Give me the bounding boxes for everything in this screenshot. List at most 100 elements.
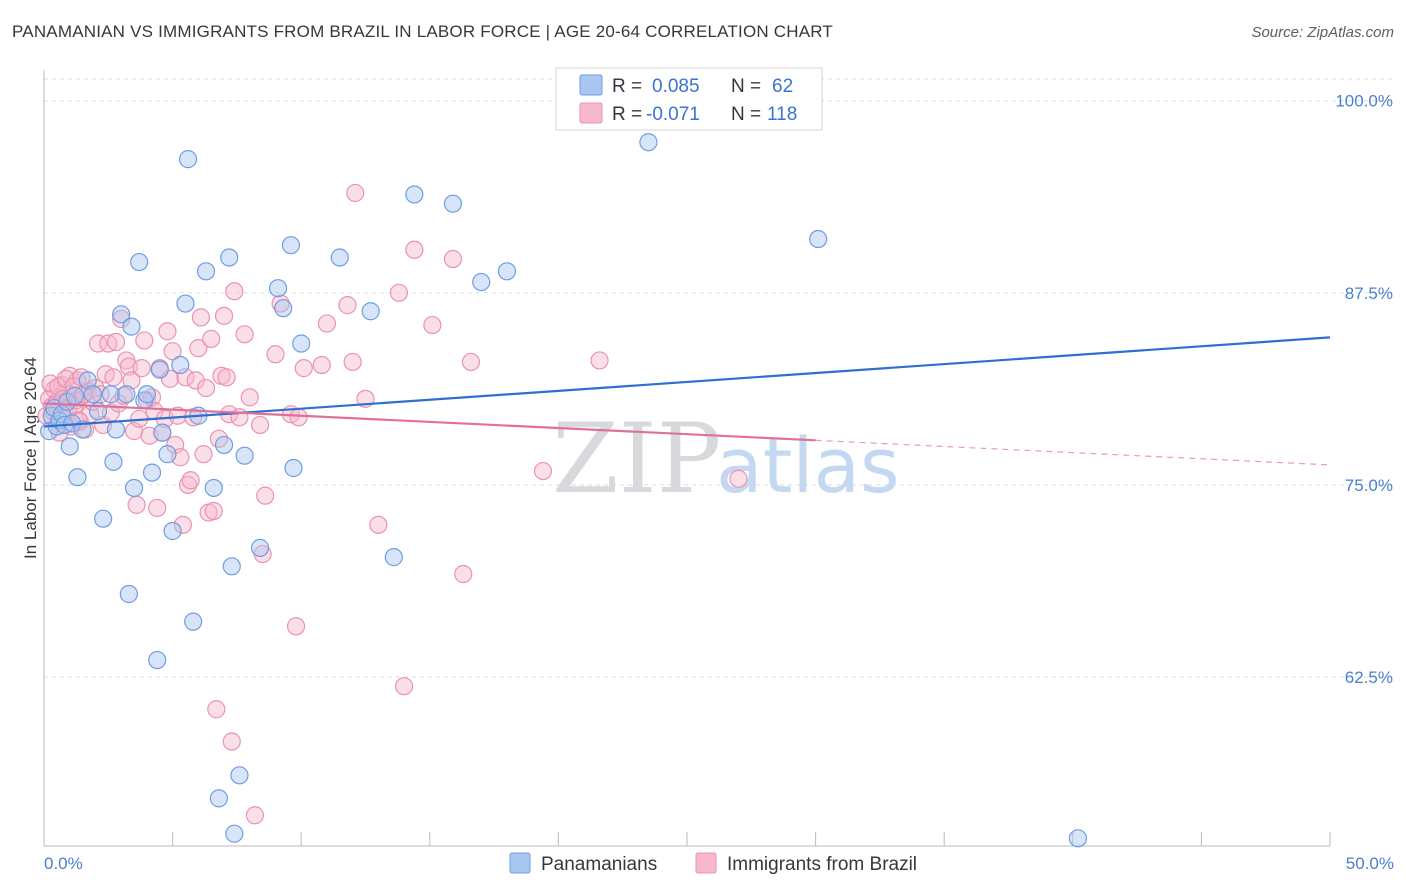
- x-tick-label-max: 50.0%: [1346, 854, 1394, 873]
- point-panamanian: [196, 262, 216, 281]
- bottom-legend-swatch-panamanians: [509, 852, 531, 874]
- point-brazil: [454, 564, 473, 584]
- point-brazil: [122, 371, 141, 390]
- legend-swatch-blue: [579, 74, 603, 96]
- point-panamanian: [119, 584, 138, 604]
- y-tick-label: 62.5%: [1345, 668, 1393, 687]
- point-panamanian: [104, 452, 123, 471]
- point-brazil: [343, 352, 362, 372]
- point-brazil: [189, 339, 208, 358]
- trend-line-panamanians: [43, 336, 1331, 428]
- legend-n-label-1: N =: [731, 76, 761, 97]
- y-tick-label: 100.0%: [1335, 92, 1393, 111]
- point-brazil: [289, 408, 308, 427]
- point-brazil: [423, 315, 442, 335]
- legend-swatch-pink: [579, 102, 603, 124]
- point-brazil: [250, 415, 270, 435]
- point-panamanian: [78, 371, 97, 390]
- point-panamanian: [384, 548, 403, 567]
- legend-r-value-1: 0.085: [652, 76, 700, 97]
- point-brazil: [346, 183, 365, 203]
- point-panamanian: [184, 612, 203, 631]
- point-brazil: [186, 371, 205, 390]
- correlation-legend: R = 0.085 N = 62 R = -0.071 N = 118: [555, 67, 823, 131]
- point-brazil: [369, 515, 388, 534]
- watermark-zip: ZIP: [552, 403, 721, 515]
- point-panamanian: [292, 334, 311, 353]
- trend-line-brazil: [43, 402, 816, 442]
- point-panamanian: [214, 435, 234, 455]
- point-brazil: [207, 700, 226, 719]
- point-brazil: [135, 331, 154, 350]
- point-brazil: [286, 617, 306, 636]
- point-panamanian: [361, 302, 380, 321]
- point-panamanian: [330, 248, 349, 267]
- point-brazil: [56, 369, 75, 388]
- bottom-legend: Panamanians Immigrants from Brazil: [509, 852, 917, 875]
- legend-r-value-2: -0.071: [646, 104, 700, 125]
- point-brazil: [389, 283, 409, 302]
- point-brazil: [173, 515, 192, 534]
- point-brazil: [225, 282, 244, 301]
- point-brazil: [266, 345, 285, 364]
- point-brazil: [148, 498, 167, 518]
- point-brazil: [214, 306, 234, 325]
- point-brazil: [222, 732, 241, 751]
- watermark-atlas: atlas: [716, 421, 900, 510]
- point-panamanian: [106, 420, 126, 439]
- trend-lines: [43, 336, 1331, 466]
- point-panamanian: [220, 248, 239, 267]
- point-panamanian: [153, 423, 172, 442]
- point-panamanian: [1068, 829, 1088, 848]
- point-panamanian: [137, 385, 156, 404]
- point-brazil: [317, 314, 337, 333]
- point-brazil: [405, 240, 424, 259]
- point-brazil: [191, 308, 210, 327]
- point-panamanian: [83, 385, 102, 404]
- point-brazil: [194, 445, 213, 464]
- point-panamanian: [130, 252, 149, 272]
- x-axis-ticks: [172, 832, 1331, 846]
- y-axis-label: In Labor Force | Age 20-64: [21, 357, 40, 559]
- point-brazil: [256, 486, 275, 505]
- point-brazil: [160, 369, 180, 388]
- bottom-legend-label-panamanians: Panamanians: [541, 854, 657, 875]
- point-panamanian: [405, 185, 424, 204]
- point-brazil: [312, 355, 331, 375]
- point-brazil: [106, 332, 126, 352]
- point-panamanian: [171, 355, 190, 375]
- x-tick-label-min: 0.0%: [44, 854, 83, 873]
- point-brazil: [132, 359, 151, 378]
- point-panamanian: [281, 236, 301, 255]
- point-panamanian: [65, 386, 84, 405]
- point-panamanian: [73, 420, 92, 439]
- point-panamanian: [443, 194, 463, 213]
- legend-n-value-2: 118: [767, 104, 797, 125]
- point-panamanian: [150, 360, 169, 379]
- point-brazil: [202, 329, 221, 349]
- point-panamanian: [158, 445, 177, 464]
- point-panamanian: [148, 650, 167, 670]
- point-panamanian: [163, 521, 182, 541]
- point-panamanian: [268, 279, 288, 298]
- point-brazil: [112, 309, 131, 329]
- point-panamanian: [204, 478, 223, 498]
- point-brazil: [240, 388, 259, 407]
- point-panamanian: [209, 789, 228, 808]
- point-brazil: [394, 677, 414, 696]
- y-tick-label: 87.5%: [1345, 284, 1393, 303]
- point-panamanian: [60, 437, 79, 456]
- point-panamanian: [117, 385, 136, 404]
- point-panamanian: [235, 446, 254, 465]
- point-panamanian: [68, 468, 87, 487]
- point-brazil: [204, 501, 223, 521]
- point-brazil: [338, 296, 357, 315]
- point-brazil: [294, 359, 313, 378]
- point-brazil: [729, 469, 748, 488]
- point-brazil: [99, 334, 118, 353]
- point-brazil: [533, 461, 553, 481]
- point-brazil: [127, 495, 146, 514]
- point-brazil: [590, 351, 609, 370]
- trend-line-brazil-extension: [815, 439, 1331, 466]
